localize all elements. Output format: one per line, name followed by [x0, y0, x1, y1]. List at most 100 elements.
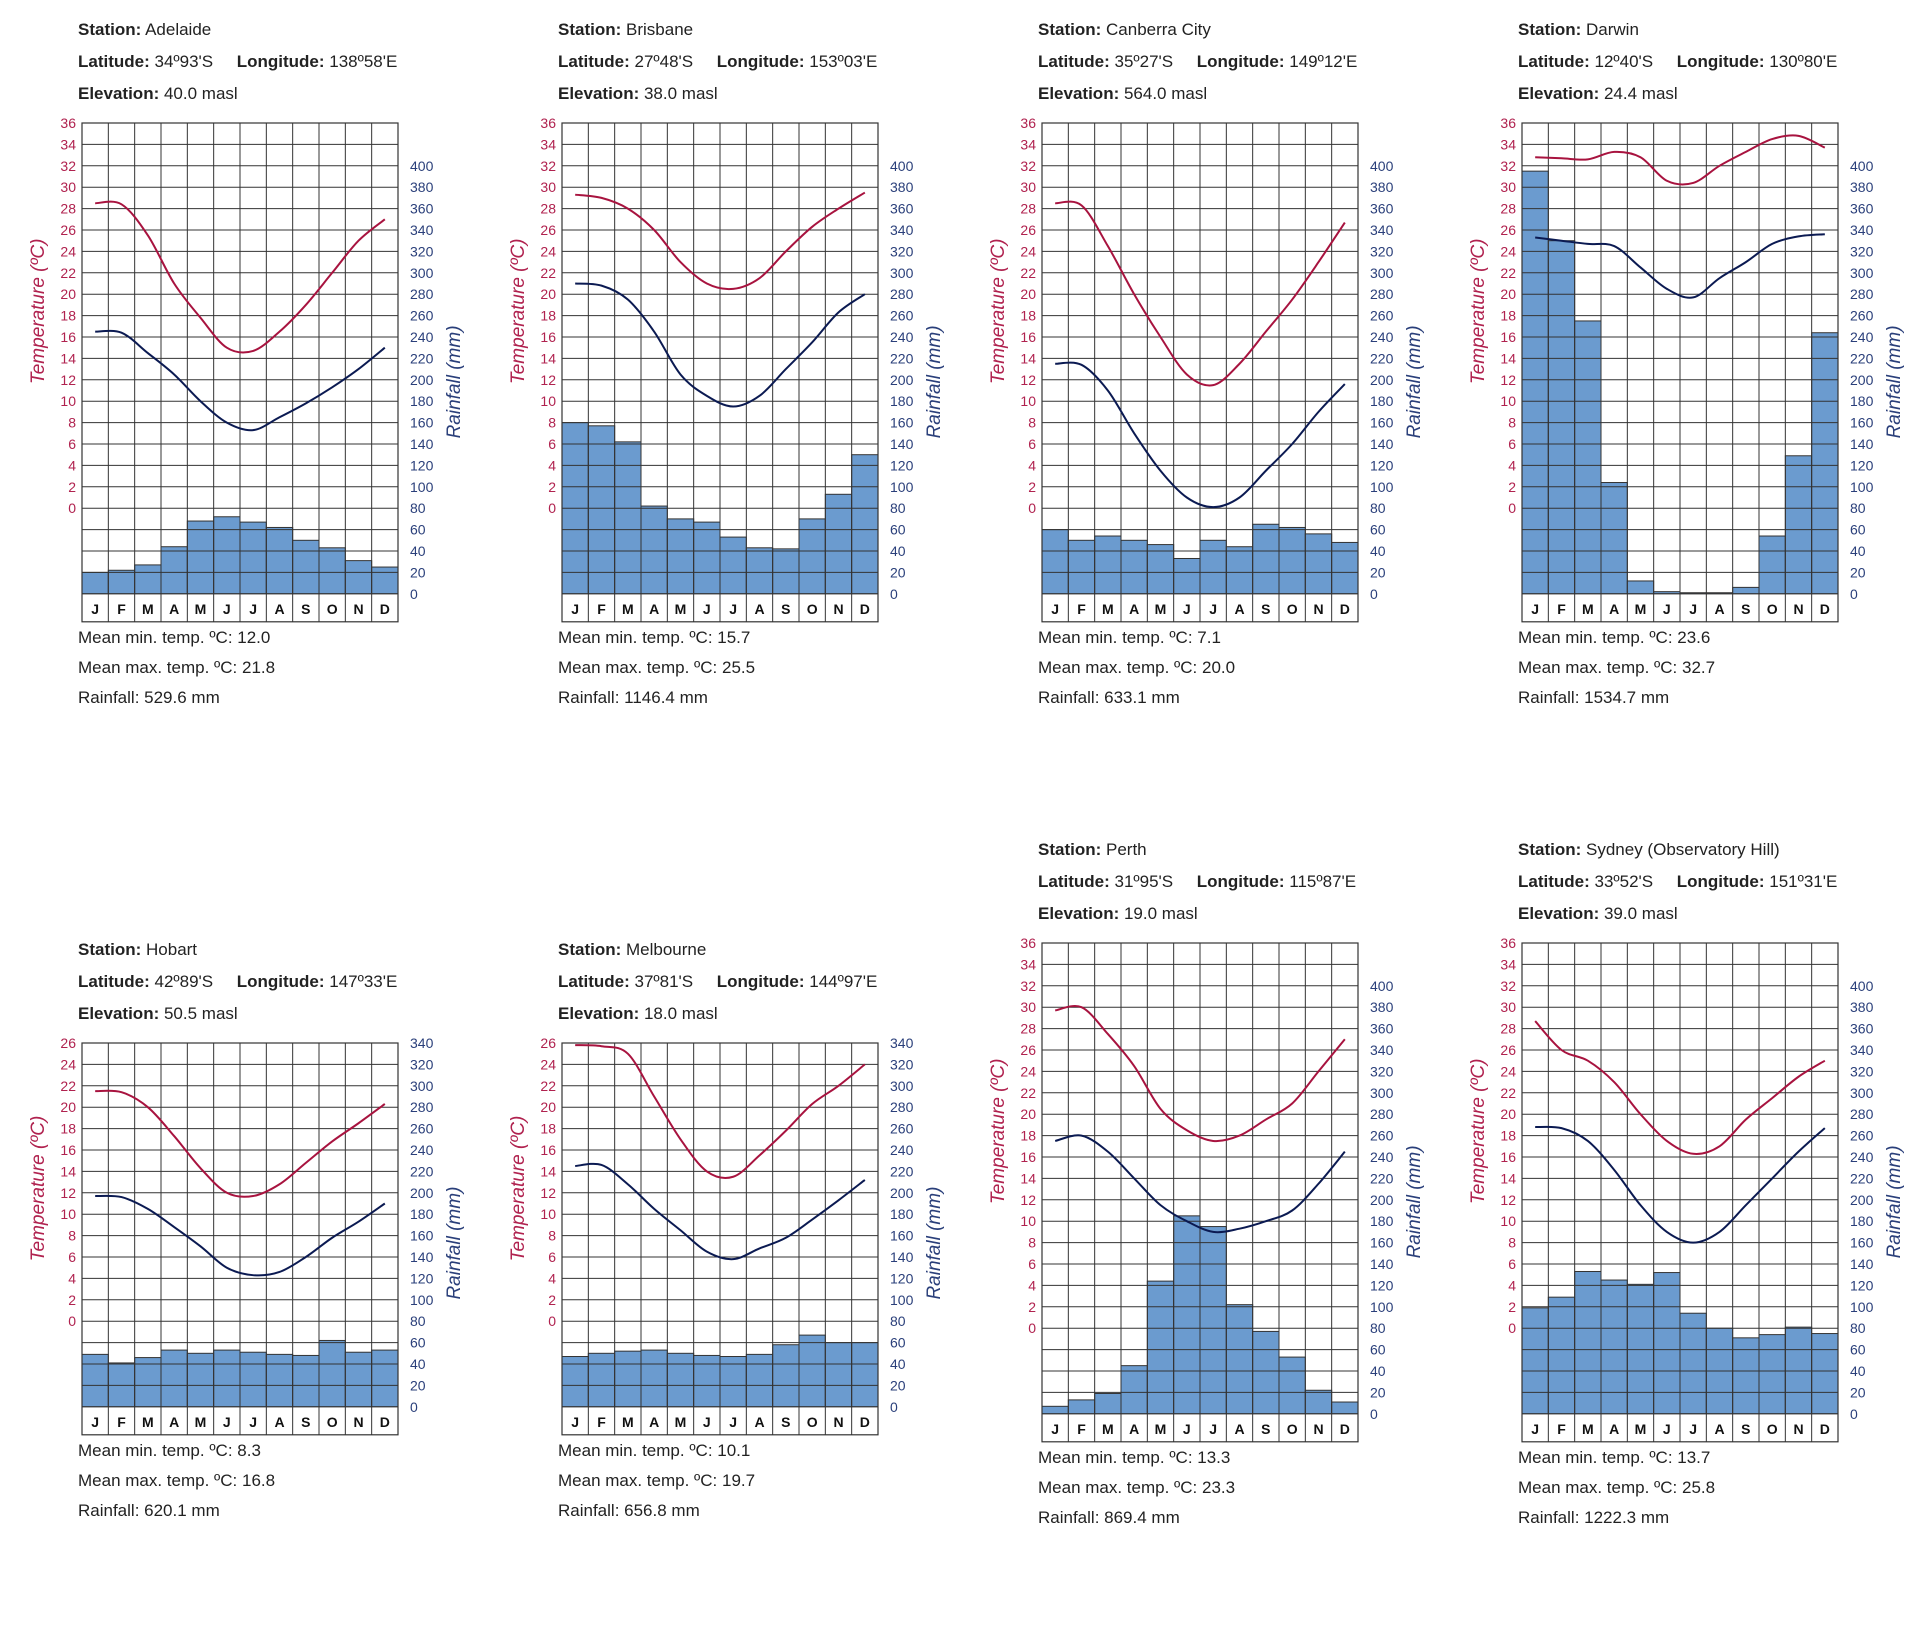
rainfall-bar	[266, 1354, 292, 1406]
climate-chart: 0246810121416182022242628303234360204060…	[1440, 927, 1910, 1450]
temperature-tick-label: 8	[1028, 415, 1036, 431]
temperature-tick-label: 14	[1500, 350, 1516, 366]
rainfall-tick-label: 240	[410, 329, 434, 345]
latitude-label: Latitude:	[1518, 872, 1590, 891]
month-label: A	[169, 1414, 179, 1430]
coordinates-line: Latitude: 37º81'S Longitude: 144º97'E	[558, 972, 877, 992]
rainfall-tick-label: 200	[890, 1185, 914, 1201]
station-name: Melbourne	[621, 940, 706, 959]
rainfall-bar	[746, 548, 772, 594]
rainfall-tick-label: 100	[1370, 1299, 1394, 1315]
month-label: F	[1077, 1421, 1086, 1437]
temperature-tick-label: 20	[540, 1099, 556, 1115]
temperature-tick-label: 16	[60, 1142, 76, 1158]
rainfall-tick-label: 240	[890, 329, 914, 345]
temperature-tick-label: 6	[1508, 436, 1516, 452]
month-label: J	[703, 601, 711, 617]
rainfall-bar	[82, 1354, 108, 1406]
rainfall-bar	[1068, 1400, 1094, 1414]
temperature-tick-label: 6	[548, 436, 556, 452]
temperature-tick-label: 16	[60, 329, 76, 345]
rainfall-label: Rainfall:	[78, 1501, 139, 1520]
temperature-tick-label: 20	[60, 1099, 76, 1115]
rainfall-value: 1534.7 mm	[1579, 688, 1669, 707]
rainfall-bar	[1785, 456, 1811, 594]
rainfall-bar	[694, 1355, 720, 1406]
climate-chart: 0246810121416182022242628303234360204060…	[960, 107, 1430, 630]
rainfall-tick-label: 300	[1850, 1085, 1874, 1101]
station-label: Station:	[1518, 840, 1581, 859]
elevation-line: Elevation: 39.0 masl	[1518, 904, 1678, 924]
rainfall-bar	[372, 1350, 398, 1407]
rainfall-tick-label: 40	[1850, 543, 1866, 559]
temperature-axis-title: Temperature (ºC)	[1468, 1059, 1489, 1205]
climate-graph-panel: Station: Hobart Latitude: 42º89'S Longitu…	[0, 940, 470, 1640]
rainfall-axis-title: Rainfall (mm)	[1884, 325, 1905, 438]
month-label: A	[754, 601, 764, 617]
temperature-tick-label: 24	[540, 243, 556, 259]
month-label: J	[249, 1414, 257, 1430]
longitude-value: 149º12'E	[1285, 52, 1358, 71]
station-line: Station: Darwin	[1518, 20, 1639, 40]
climate-chart: 0246810121416182022242602040608010012014…	[0, 1027, 470, 1443]
temperature-tick-label: 26	[1020, 222, 1036, 238]
longitude-label: Longitude:	[1677, 872, 1765, 891]
month-label: J	[571, 1414, 579, 1430]
mean-min-value: 12.0	[233, 628, 271, 647]
rainfall-tick-label: 360	[1370, 201, 1394, 217]
rainfall-tick-label: 140	[410, 1249, 434, 1265]
temperature-tick-label: 12	[1020, 1192, 1036, 1208]
temperature-tick-label: 30	[1500, 179, 1516, 195]
temperature-tick-label: 36	[540, 115, 556, 131]
month-label: D	[1340, 601, 1350, 617]
month-label: A	[1234, 601, 1244, 617]
rainfall-bar	[1121, 1366, 1147, 1414]
rainfall-tick-label: 280	[890, 1099, 914, 1115]
rainfall-tick-label: 20	[1850, 564, 1866, 580]
rainfall-bar	[1812, 1334, 1838, 1414]
rainfall-tick-label: 360	[1850, 1021, 1874, 1037]
rainfall-value: 869.4 mm	[1099, 1508, 1179, 1527]
month-label: F	[117, 1414, 126, 1430]
temperature-tick-label: 30	[1020, 179, 1036, 195]
temperature-tick-label: 0	[68, 500, 76, 516]
temperature-tick-label: 16	[540, 329, 556, 345]
coordinates-line: Latitude: 27º48'S Longitude: 153º03'E	[558, 52, 877, 72]
temperature-tick-label: 34	[1020, 136, 1036, 152]
rainfall-bar	[1627, 1284, 1653, 1413]
month-label: J	[1051, 601, 1059, 617]
temperature-tick-label: 16	[1020, 1149, 1036, 1165]
rainfall-tick-label: 380	[410, 179, 434, 195]
temperature-tick-label: 26	[1500, 1042, 1516, 1058]
temperature-tick-label: 6	[1028, 436, 1036, 452]
rainfall-tick-label: 300	[890, 265, 914, 281]
rainfall-tick-label: 0	[1850, 586, 1858, 602]
rainfall-tick-label: 180	[890, 1206, 914, 1222]
rainfall-tick-label: 300	[1370, 1085, 1394, 1101]
rainfall-tick-label: 380	[1850, 999, 1874, 1015]
temperature-tick-label: 10	[1500, 1213, 1516, 1229]
temperature-tick-label: 12	[1500, 372, 1516, 388]
rainfall-tick-label: 40	[1850, 1363, 1866, 1379]
temperature-tick-label: 10	[540, 393, 556, 409]
longitude-value: 153º03'E	[805, 52, 878, 71]
coordinates-line: Latitude: 42º89'S Longitude: 147º33'E	[78, 972, 397, 992]
rainfall-bar	[161, 1350, 187, 1407]
climate-chart: 0246810121416182022242628303234360204060…	[480, 107, 950, 630]
rainfall-tick-label: 160	[1370, 1235, 1394, 1251]
rainfall-tick-label: 340	[1370, 1042, 1394, 1058]
month-label: M	[142, 1414, 154, 1430]
rainfall-tick-label: 0	[1370, 1406, 1378, 1422]
rainfall-tick-label: 80	[1850, 500, 1866, 516]
rainfall-tick-label: 300	[890, 1078, 914, 1094]
latitude-value: 37º81'S	[630, 972, 717, 991]
temperature-tick-label: 28	[1020, 1021, 1036, 1037]
rainfall-bar	[319, 548, 345, 594]
temperature-tick-label: 36	[1500, 115, 1516, 131]
temperature-tick-label: 0	[1508, 500, 1516, 516]
rainfall-tick-label: 140	[890, 436, 914, 452]
annual-rainfall: Rainfall: 1222.3 mm	[1518, 1508, 1669, 1528]
elevation-label: Elevation:	[558, 84, 639, 103]
rainfall-tick-label: 180	[1370, 393, 1394, 409]
rainfall-tick-label: 180	[1850, 393, 1874, 409]
